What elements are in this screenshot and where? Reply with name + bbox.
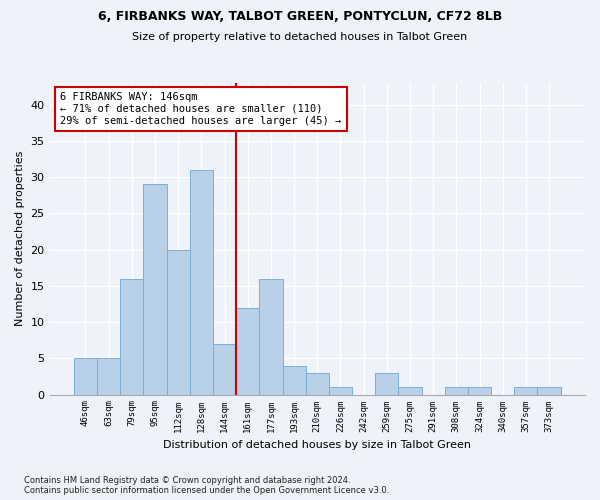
Bar [259,278,283,394]
Bar [167,250,190,394]
Bar [329,388,352,394]
Text: 6, FIRBANKS WAY, TALBOT GREEN, PONTYCLUN, CF72 8LB: 6, FIRBANKS WAY, TALBOT GREEN, PONTYCLUN… [98,10,502,23]
Bar [190,170,213,394]
Text: 6 FIRBANKS WAY: 146sqm
← 71% of detached houses are smaller (110)
29% of semi-de: 6 FIRBANKS WAY: 146sqm ← 71% of detached… [60,92,341,126]
Text: Size of property relative to detached houses in Talbot Green: Size of property relative to detached ho… [133,32,467,42]
Bar [514,388,538,394]
Text: Contains HM Land Registry data © Crown copyright and database right 2024.
Contai: Contains HM Land Registry data © Crown c… [24,476,389,495]
X-axis label: Distribution of detached houses by size in Talbot Green: Distribution of detached houses by size … [163,440,471,450]
Bar [213,344,236,395]
Bar [445,388,468,394]
Bar [74,358,97,394]
Bar [375,373,398,394]
Bar [305,373,329,394]
Bar [283,366,305,394]
Bar [468,388,491,394]
Bar [398,388,422,394]
Bar [236,308,259,394]
Bar [538,388,560,394]
Bar [143,184,167,394]
Bar [97,358,120,394]
Y-axis label: Number of detached properties: Number of detached properties [15,151,25,326]
Bar [120,278,143,394]
